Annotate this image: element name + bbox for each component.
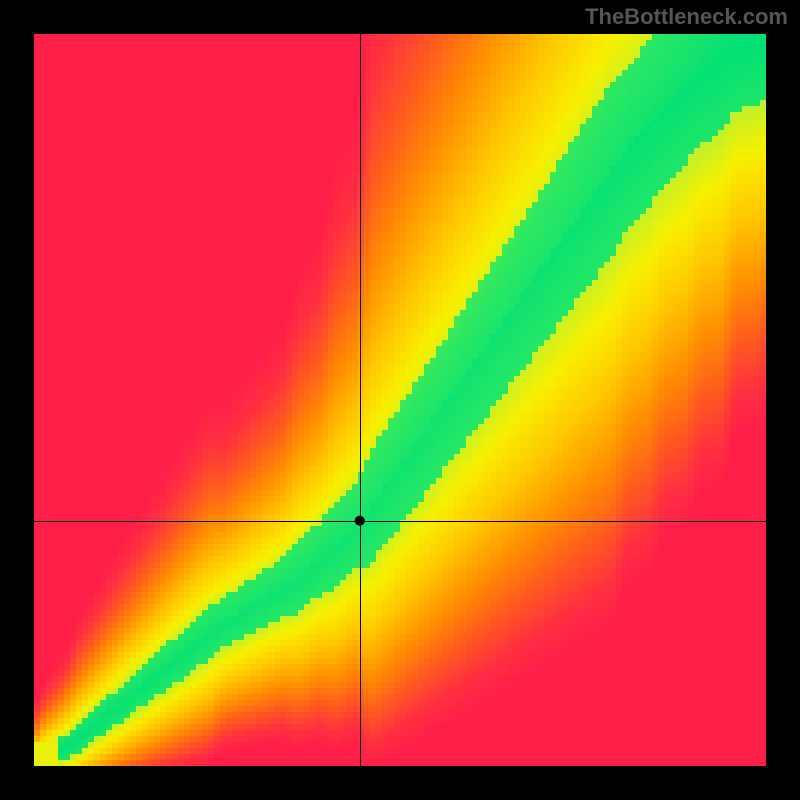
chart-container: TheBottleneck.com: [0, 0, 800, 800]
watermark-text: TheBottleneck.com: [585, 4, 788, 30]
bottleneck-heatmap: [0, 0, 800, 800]
